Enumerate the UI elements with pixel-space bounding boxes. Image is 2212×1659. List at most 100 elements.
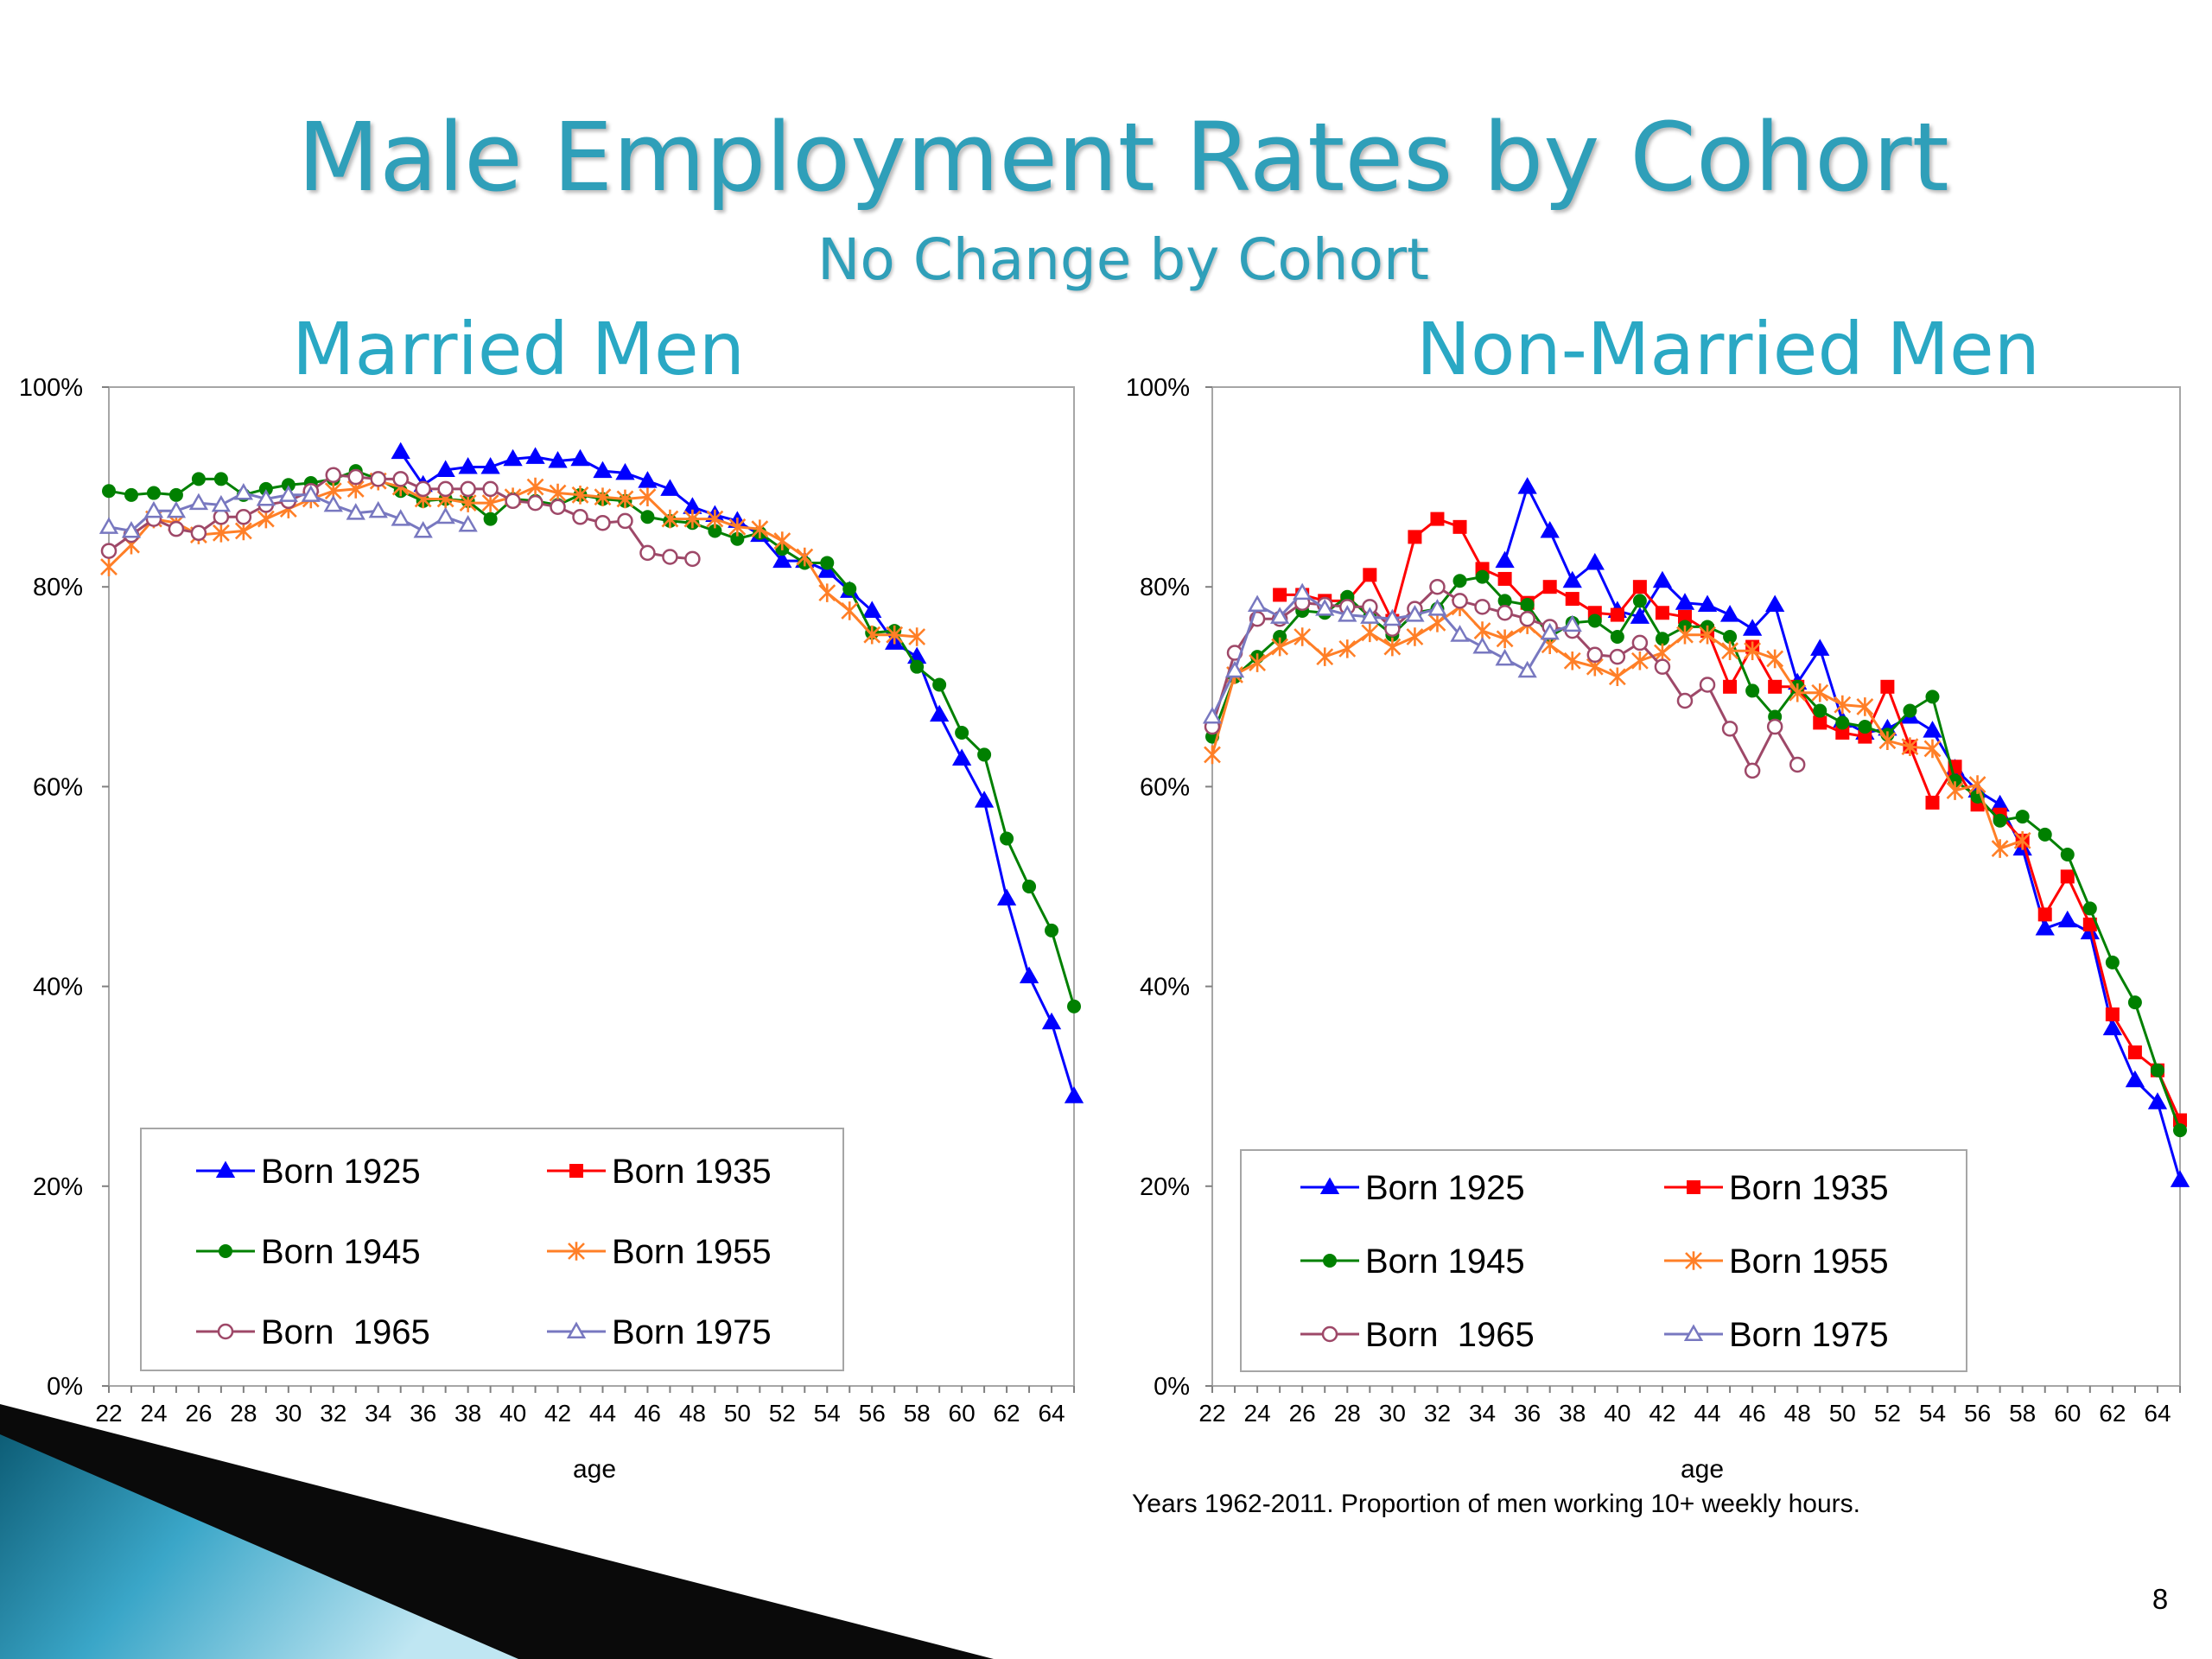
married-x-tick-label: 54 [814,1400,841,1427]
nonmarried-x-tick-label: 48 [1784,1400,1811,1427]
married-data-point [684,550,701,568]
married-data-point [751,519,769,538]
married-x-tick-label: 48 [679,1400,706,1427]
married-data-point [772,550,792,569]
nonmarried-data-point [1587,613,1602,628]
married-data-point [392,471,409,487]
nonmarried-data-point [1858,720,1872,734]
married-data-point [121,520,142,538]
nonmarried-data-point [2057,910,2077,928]
nonmarried-data-point [1408,530,1422,544]
nonmarried-legend-item: Born 1945 [1300,1243,1525,1281]
married-data-point [708,524,722,538]
married-legend-marker [219,1244,232,1258]
nonmarried-data-point [1699,677,1716,693]
nonmarried-data-point [1723,679,1738,694]
nonmarried-data-point [1542,580,1557,594]
married-data-point [862,601,882,618]
nonmarried-y-tick-label: 80% [1140,574,1190,601]
nonmarried-data-point [1338,605,1357,622]
married-data-point [639,487,657,506]
nonmarried-data-point [1630,607,1650,624]
married-data-point [413,520,433,538]
nonmarried-x-tick-label: 40 [1604,1400,1630,1427]
married-legend-item: Born 1975 [547,1313,772,1351]
slide-title: Male Employment Rates by Cohort [297,102,1949,213]
nonmarried-data-point [1923,739,1942,759]
married-data-point [168,520,185,537]
nonmarried-data-point [1766,649,1784,669]
nonmarried-data-point [1631,634,1649,652]
nonmarried-data-point [1856,697,1874,716]
married-data-point [526,477,544,497]
married-data-point [842,582,857,596]
nonmarried-y-tick-label: 0% [1154,1373,1190,1401]
nonmarried-y-tick-label: 20% [1140,1173,1190,1201]
nonmarried-series-5 [1202,582,1582,724]
nonmarried-data-point [1766,718,1783,735]
married-data-point [796,547,814,567]
married-data-point [1045,923,1059,938]
married-data-point [143,500,164,518]
nonmarried-data-point [1630,651,1649,671]
married-data-point [458,515,478,532]
nonmarried-series-line-2 [1211,575,2182,1131]
married-legend-item: Born 1925 [196,1153,421,1191]
nonmarried-data-point [1472,637,1492,654]
married-data-point [391,509,410,526]
married-x-tick-label: 50 [724,1400,751,1427]
nonmarried-data-point [1655,632,1669,646]
nonmarried-data-point [1721,721,1738,737]
nonmarried-data-point [1765,594,1785,613]
nonmarried-data-point [2147,1092,2168,1109]
nonmarried-legend-marker [1323,1254,1337,1268]
married-data-point [728,518,747,537]
nonmarried-data-point [1745,683,1760,698]
married-data-point [415,480,431,498]
nonmarried-data-point [2173,1123,2187,1138]
married-data-point [437,480,454,498]
nonmarried-data-point [1273,588,1287,602]
nonmarried-data-point [1540,622,1560,640]
married-data-point [548,451,568,468]
nonmarried-legend-item: Born 1965 [1300,1316,1535,1354]
nonmarried-legend-item: Born 1975 [1664,1316,1889,1354]
nonmarried-data-point [1452,593,1468,609]
married-data-point [706,509,724,529]
married-data-point [168,487,183,502]
nonmarried-data-point [1723,630,1738,644]
decoration-teal-wedge [0,1434,518,1659]
married-data-point [817,561,837,578]
nonmarried-x-tick-label: 52 [1874,1400,1901,1427]
married-data-point [661,509,679,529]
page-number: 8 [2152,1583,2169,1615]
married-data-point [1000,831,1014,846]
married-data-point [1019,966,1039,984]
nonmarried-data-point [1294,627,1312,646]
nonmarried-data-point [1517,660,1537,678]
married-data-point [660,479,680,496]
married-legend-item: Born 1955 [547,1233,772,1271]
nonmarried-legend-box [1240,1149,1967,1372]
married-x-axis-title: age [573,1455,616,1484]
nonmarried-y-tick-label: 40% [1140,974,1190,1001]
nonmarried-x-axis-title: age [1681,1455,1724,1484]
married-data-point [166,500,187,518]
married-data-point [617,512,633,530]
married-x-tick-label: 56 [859,1400,886,1427]
married-legend-label: Born 1975 [612,1313,772,1351]
nonmarried-series-line-0 [1503,483,2182,1181]
nonmarried-data-point [1247,594,1268,613]
nonmarried-data-point [1450,625,1470,642]
married-men-chart: 0% 20% 40% 60% 80% 100% 22 24 26 28 30 32 34 36 38 40 42… [19,374,1084,1484]
nonmarried-data-point [1675,593,1695,610]
nonmarried-data-point [1383,637,1402,657]
married-data-point [1064,1086,1084,1103]
nonmarried-x-tick-label: 28 [1334,1400,1361,1427]
married-plot-area [108,386,1075,1387]
married-y-tick-label: 80% [33,574,83,601]
married-data-point [188,493,209,511]
nonmarried-data-point [1608,667,1626,687]
nonmarried-data-point [2037,827,2052,842]
married-data-point [233,483,254,500]
